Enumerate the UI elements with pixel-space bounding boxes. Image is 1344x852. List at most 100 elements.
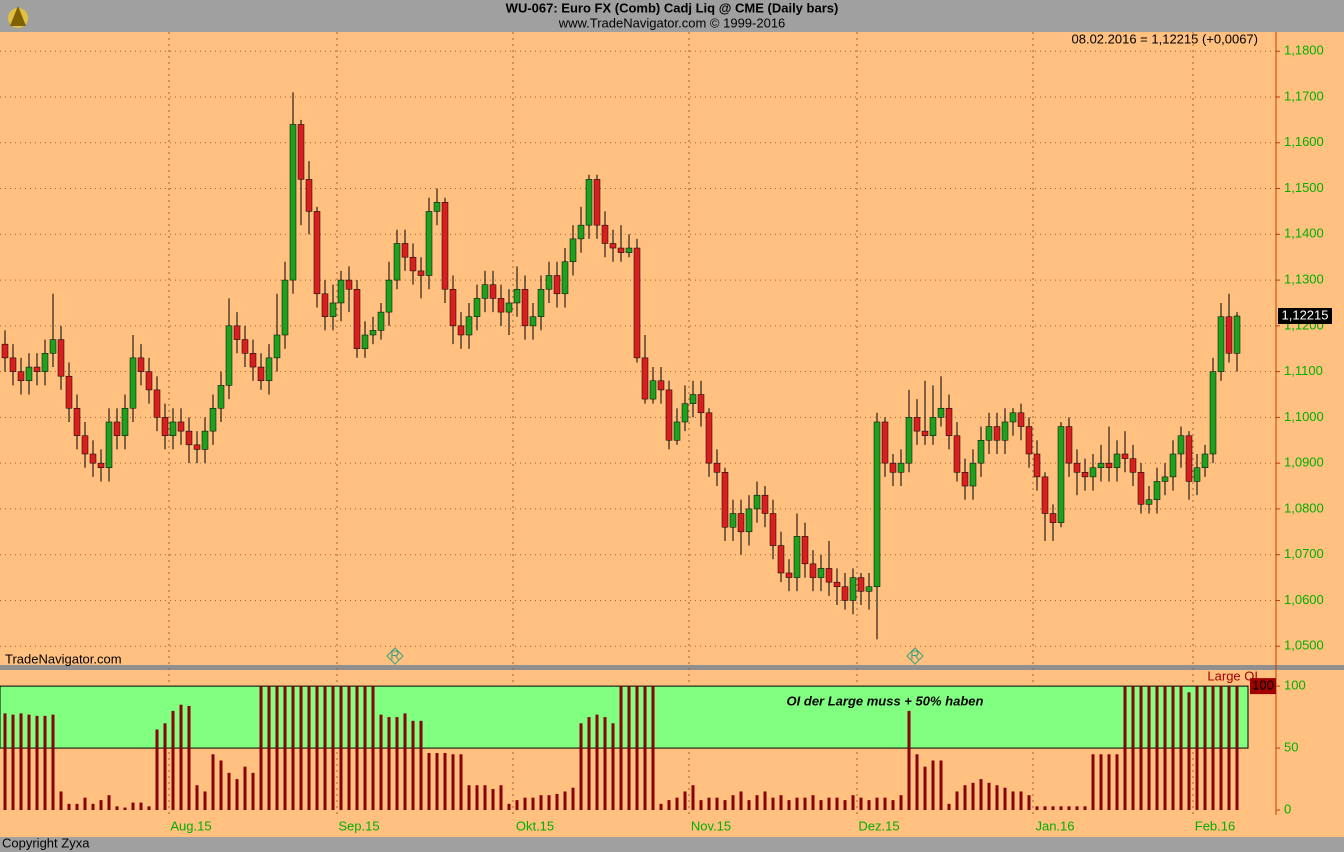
oi-bar — [539, 795, 543, 811]
candle-body — [729, 513, 737, 528]
candle-body — [97, 462, 105, 468]
oi-bar — [667, 800, 671, 811]
oi-bar — [1027, 795, 1031, 811]
candle-body — [1225, 316, 1233, 354]
candle-body — [161, 417, 169, 436]
candle-body — [209, 407, 217, 432]
candle-body — [865, 586, 873, 592]
y-tick-label: 1,1300 — [1284, 272, 1324, 287]
oi-bar — [675, 797, 679, 811]
oi-bar — [179, 704, 183, 811]
oi-bar — [43, 715, 47, 811]
candle-body — [9, 357, 17, 372]
value-label: 100 — [1252, 678, 1274, 693]
candle-body — [169, 421, 177, 436]
candle-body — [1025, 426, 1033, 455]
x-tick-label: Feb.16 — [1195, 818, 1235, 833]
candle-body — [1049, 513, 1057, 523]
candle-body — [721, 472, 729, 528]
main-panel — [0, 32, 1344, 665]
oi-bar — [1075, 806, 1079, 811]
x-tick-label: Sep.15 — [338, 818, 379, 833]
candle-body — [345, 279, 353, 290]
candle-body — [33, 366, 41, 372]
oi-bar — [171, 710, 175, 811]
candle-body — [937, 407, 945, 418]
oi-bar — [1235, 686, 1239, 811]
oi-bar — [859, 797, 863, 811]
oi-bar — [291, 686, 295, 811]
oi-bar — [875, 797, 879, 811]
oi-bar — [819, 800, 823, 811]
candle-body — [113, 421, 121, 436]
price-annotation: 08.02.2016 = 1,12215 (+0,0067) — [1072, 31, 1259, 46]
candle-body — [1113, 453, 1121, 468]
oi-bar — [491, 788, 495, 811]
candle-body — [817, 568, 825, 578]
candle-body — [425, 211, 433, 276]
candle-body — [289, 124, 297, 281]
candle-body — [825, 568, 833, 583]
oi-bar — [1227, 686, 1231, 811]
candle-body — [649, 380, 657, 400]
candle-body — [1201, 453, 1209, 468]
candle-body — [457, 325, 465, 336]
oi-bar — [1019, 791, 1023, 811]
oi-bar — [955, 791, 959, 811]
x-tick-label: Jan.16 — [1035, 818, 1074, 833]
oi-bar — [571, 787, 575, 811]
oi-bar — [331, 686, 335, 811]
oi-bar — [1163, 686, 1167, 811]
separator — [0, 665, 1344, 670]
candle-body — [977, 440, 985, 464]
oi-bar — [851, 795, 855, 811]
candle-body — [713, 462, 721, 473]
oi-bar — [707, 797, 711, 811]
oi-bar — [1211, 686, 1215, 811]
panel-label: Large OI — [1207, 668, 1258, 683]
oi-bar — [995, 785, 999, 811]
oi-bar — [27, 714, 31, 811]
candle-body — [329, 302, 337, 317]
oi-bar — [1035, 806, 1039, 811]
oi-bar — [699, 800, 703, 811]
candle-body — [1073, 462, 1081, 473]
candle-body — [1065, 426, 1073, 464]
oi-bar — [59, 791, 63, 811]
y-tick-label: 1,0600 — [1284, 592, 1324, 607]
oi-bar — [499, 785, 503, 811]
candle-body — [1009, 412, 1017, 423]
candle-body — [321, 293, 329, 317]
candle-body — [585, 179, 593, 226]
y-tick-label: 1,0900 — [1284, 455, 1324, 470]
candle-body — [849, 577, 857, 601]
candle-body — [1033, 453, 1041, 478]
oi-bar — [963, 785, 967, 811]
candle-body — [553, 275, 561, 295]
oi-bar — [939, 760, 943, 811]
candle-body — [497, 298, 505, 313]
x-tick-label: Dez.15 — [858, 818, 899, 833]
candle-body — [521, 288, 529, 327]
candle-body — [305, 179, 313, 212]
candle-body — [913, 417, 921, 432]
candle-body — [1081, 472, 1089, 478]
oi-bar — [547, 795, 551, 811]
candle-body — [1057, 426, 1065, 523]
x-axis-area — [0, 815, 1344, 837]
candle-body — [681, 403, 689, 423]
oi-bar — [1123, 686, 1127, 811]
oi-bar — [883, 797, 887, 811]
y-tick-label: 1,0500 — [1284, 638, 1324, 653]
r-marker: R — [386, 647, 404, 665]
oi-bar — [643, 686, 647, 811]
threshold-band — [0, 685, 1249, 749]
candle-body — [1121, 453, 1129, 459]
oi-bar — [259, 686, 263, 811]
oi-bar — [435, 753, 439, 811]
oi-bar — [275, 686, 279, 811]
oi-bar — [931, 760, 935, 811]
candle-body — [1185, 435, 1193, 482]
candle-body — [537, 288, 545, 317]
x-tick-label: Aug.15 — [170, 818, 211, 833]
